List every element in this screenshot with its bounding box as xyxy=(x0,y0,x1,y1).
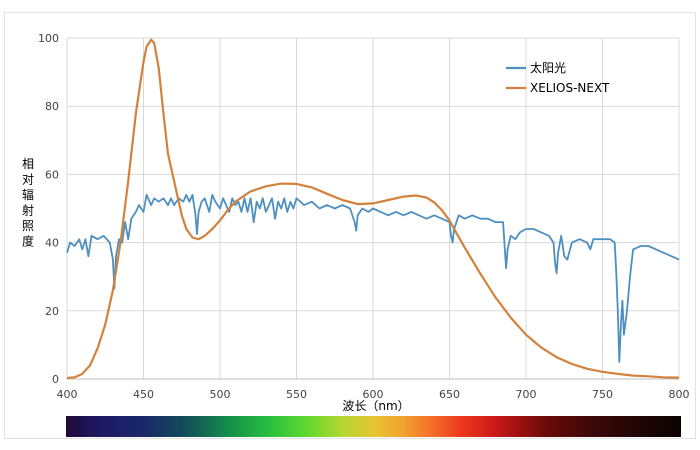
y-axis-label-char: 辐 xyxy=(22,187,34,202)
x-tick-label: 400 xyxy=(57,388,78,401)
legend: 太阳光 XELIOS-NEXT xyxy=(506,60,610,95)
x-tick-label: 700 xyxy=(516,388,537,401)
y-axis-label-char: 照 xyxy=(22,219,34,233)
x-tick-label: 800 xyxy=(669,388,690,401)
y-axis-label-char: 度 xyxy=(22,234,34,249)
series-line-2 xyxy=(66,38,680,380)
y-tick-label: 100 xyxy=(38,32,59,45)
x-tick-labels: 400 450 500 550 600 650 700 750 800 xyxy=(57,388,690,401)
y-tick-label: 60 xyxy=(45,168,59,181)
y-tick-label: 80 xyxy=(45,100,59,113)
legend-label: XELIOS-NEXT xyxy=(530,81,610,95)
y-tick-label: 20 xyxy=(45,305,59,318)
grid xyxy=(66,37,680,380)
y-axis-label-char: 射 xyxy=(22,203,34,218)
x-tick-label: 600 xyxy=(363,388,384,401)
y-tick-label: 40 xyxy=(45,237,59,250)
legend-label: 太阳光 xyxy=(530,60,566,75)
x-tick-label: 750 xyxy=(592,388,613,401)
y-axis-label-char: 相 xyxy=(22,157,34,171)
x-axis-label: 波长（nm） xyxy=(342,399,409,413)
y-axis-label-char: 对 xyxy=(22,173,34,187)
series-line-1 xyxy=(66,194,680,363)
y-tick-label: 0 xyxy=(52,373,59,386)
y-tick-labels: 0 20 40 60 80 100 xyxy=(38,32,59,386)
visible-spectrum-bar xyxy=(66,416,681,437)
x-tick-label: 550 xyxy=(286,388,307,401)
x-tick-label: 450 xyxy=(133,388,154,401)
x-tick-label: 650 xyxy=(439,388,460,401)
x-tick-label: 500 xyxy=(210,388,231,401)
series-lines xyxy=(66,38,680,380)
